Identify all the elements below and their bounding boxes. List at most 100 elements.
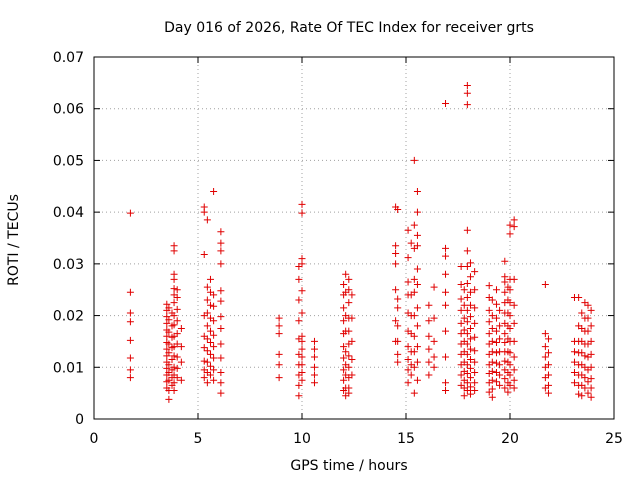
data-point [404, 343, 412, 351]
data-point [581, 384, 589, 392]
data-point [457, 371, 465, 379]
data-point [170, 379, 178, 387]
data-point [203, 358, 211, 366]
data-point [410, 288, 418, 296]
data-point [210, 331, 218, 339]
data-point [425, 345, 433, 353]
data-point [463, 369, 471, 377]
data-point [463, 280, 471, 288]
data-point [492, 378, 500, 386]
data-point [460, 326, 468, 334]
data-point [570, 368, 578, 376]
data-point [200, 357, 208, 365]
data-point [463, 361, 471, 369]
data-point [584, 301, 592, 309]
y-tick-label: 0.07 [53, 50, 84, 66]
data-point [410, 156, 418, 164]
data-point [466, 325, 474, 332]
data-point [217, 379, 225, 387]
data-point [581, 352, 589, 360]
data-point [210, 291, 218, 299]
data-point [463, 226, 471, 234]
data-point [163, 345, 171, 353]
data-point [177, 358, 185, 366]
data-point [200, 374, 208, 382]
data-point [457, 330, 465, 338]
data-point [463, 262, 471, 270]
data-point [501, 330, 509, 338]
data-point [348, 371, 356, 379]
data-point [177, 376, 185, 384]
data-point [460, 301, 468, 309]
data-point [506, 221, 514, 229]
data-point [466, 390, 474, 398]
data-point [404, 278, 412, 286]
data-point [340, 281, 348, 289]
data-point [126, 288, 134, 296]
data-point [310, 371, 318, 379]
data-point [506, 299, 514, 307]
data-point [492, 327, 500, 335]
data-point [413, 304, 421, 312]
data-point [410, 363, 418, 371]
data-point [413, 208, 421, 216]
data-point [581, 374, 589, 382]
data-point [466, 356, 474, 364]
data-point [587, 306, 595, 314]
data-point [488, 337, 496, 345]
data-point [496, 335, 504, 343]
data-point [492, 349, 500, 357]
data-point [510, 337, 518, 345]
data-point [492, 286, 500, 294]
data-point [392, 260, 400, 268]
x-tick-label: 20 [501, 431, 519, 447]
data-point [394, 304, 402, 312]
data-point [126, 209, 134, 217]
data-point [442, 353, 450, 361]
data-point [425, 332, 433, 340]
data-point [206, 362, 214, 370]
data-point [407, 371, 415, 379]
data-point [173, 317, 181, 325]
data-point [496, 361, 504, 369]
data-point [217, 247, 225, 255]
x-tick-label: 25 [605, 431, 623, 447]
data-point [442, 100, 450, 108]
data-point [168, 356, 176, 364]
data-point [587, 363, 595, 371]
data-point [413, 231, 421, 239]
data-point [584, 378, 592, 386]
data-point [165, 328, 173, 336]
data-point [295, 392, 303, 400]
data-point [394, 206, 402, 214]
data-point [394, 358, 402, 366]
data-point [457, 319, 465, 327]
data-point [506, 349, 514, 357]
x-tick-labels: 0 5 10 15 20 25 [90, 431, 623, 447]
data-point [488, 393, 496, 401]
data-point [392, 317, 400, 325]
data-point [298, 209, 306, 217]
data-point [394, 337, 402, 345]
data-point [173, 293, 181, 301]
data-point [295, 275, 303, 283]
data-point [348, 314, 356, 322]
data-point [217, 287, 225, 295]
data-point [340, 366, 348, 374]
data-point [173, 374, 181, 382]
data-point [496, 322, 504, 330]
data-point [340, 304, 348, 312]
data-point [348, 337, 356, 345]
data-point [217, 389, 225, 397]
data-point [126, 354, 134, 362]
data-point [587, 384, 595, 392]
data-point [463, 379, 471, 387]
x-tick-label: 10 [293, 431, 311, 447]
data-point [340, 354, 348, 362]
data-point [404, 254, 412, 262]
data-point [510, 319, 518, 327]
data-point [430, 283, 438, 291]
data-point [310, 353, 318, 361]
data-point [210, 343, 218, 351]
data-point [173, 364, 181, 372]
